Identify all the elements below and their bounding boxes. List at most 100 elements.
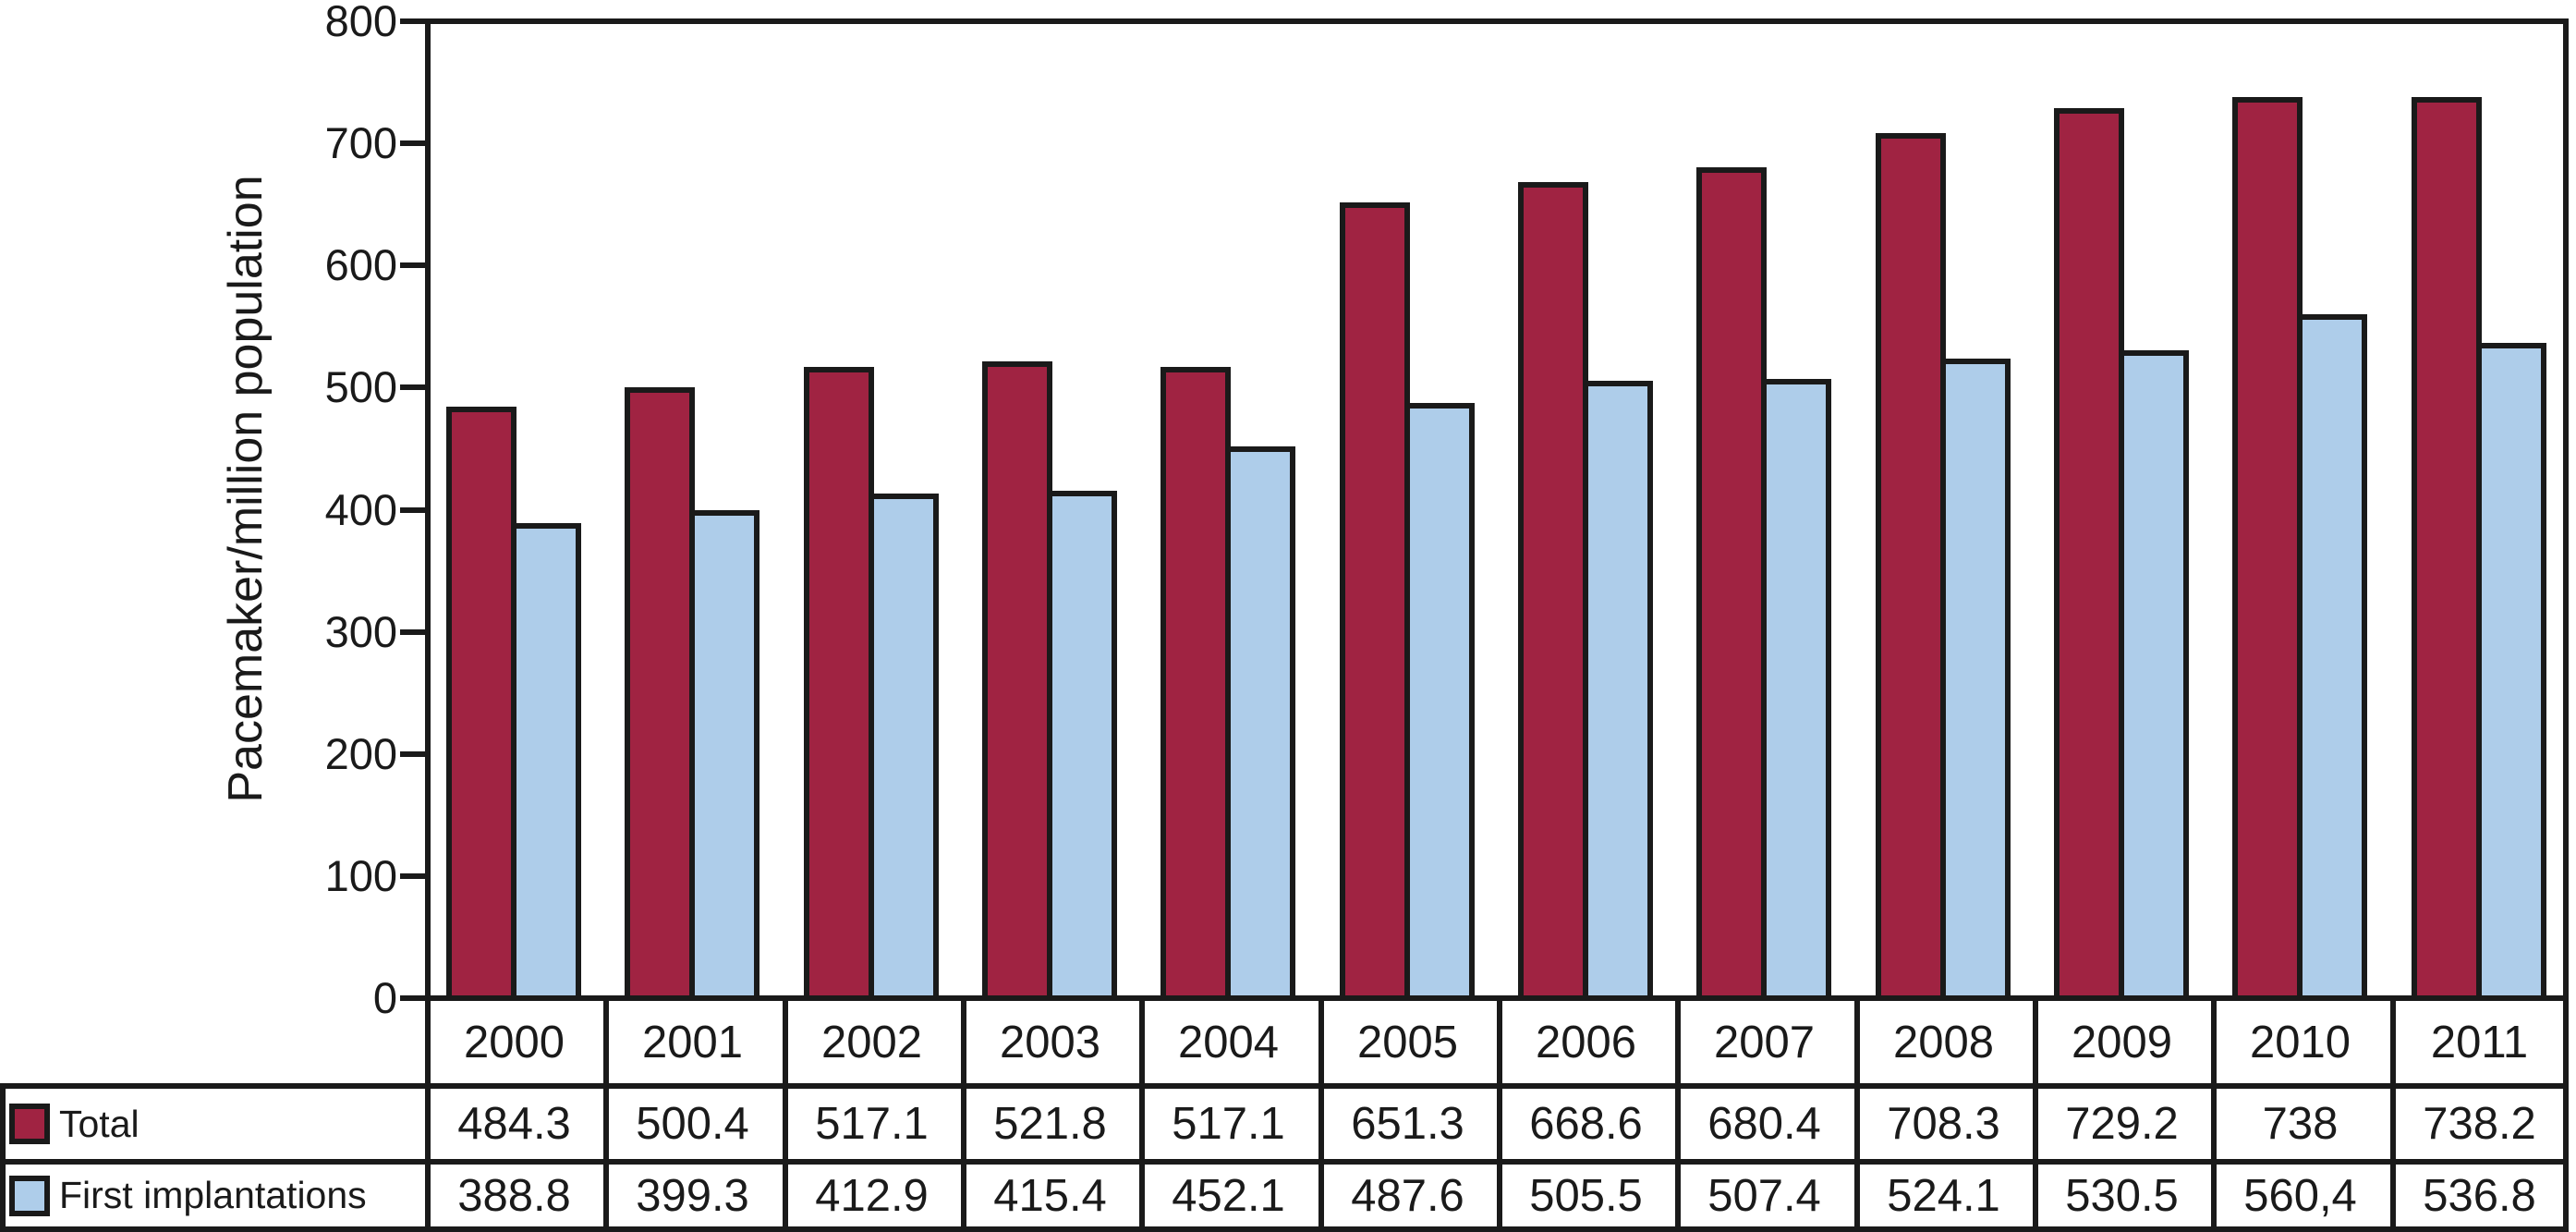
- legend-swatch-total: [9, 1104, 50, 1144]
- bar-total-2011: [2412, 97, 2482, 995]
- y-tick-label: 800: [324, 0, 397, 45]
- value-cell-total-2003: 521.8: [993, 1099, 1107, 1149]
- value-cell-first-2001: 399.3: [636, 1170, 749, 1221]
- value-cell-total-2005: 651.3: [1351, 1099, 1464, 1149]
- year-cell-2004: 2004: [1177, 1017, 1279, 1067]
- value-cell-total-2002: 517.1: [815, 1099, 929, 1149]
- table-vertical-line: [1675, 995, 1681, 1232]
- year-cell-2011: 2011: [2430, 1017, 2529, 1067]
- value-cell-total-2000: 484.3: [457, 1099, 571, 1149]
- y-tick-mark: [400, 384, 425, 390]
- y-tick-mark: [400, 873, 425, 879]
- table-horizontal-line: [0, 1083, 2569, 1089]
- bar-total-2007: [1696, 167, 1767, 995]
- y-tick-mark: [400, 507, 425, 513]
- value-cell-first-2002: 412.9: [815, 1170, 929, 1221]
- bar-first-2002: [869, 494, 939, 995]
- table-horizontal-line: [0, 1226, 2569, 1232]
- y-tick-label: 300: [324, 607, 397, 656]
- bar-total-2005: [1340, 202, 1410, 995]
- y-tick-mark: [400, 995, 425, 1001]
- table-vertical-line: [783, 995, 788, 1232]
- year-cell-2009: 2009: [2071, 1017, 2172, 1067]
- bar-total-2009: [2054, 108, 2124, 995]
- bar-total-2003: [982, 361, 1052, 995]
- bar-total-2010: [2232, 97, 2303, 995]
- value-cell-total-2004: 517.1: [1172, 1099, 1285, 1149]
- value-cell-first-2004: 452.1: [1172, 1170, 1285, 1221]
- value-cell-first-2007: 507.4: [1707, 1170, 1821, 1221]
- year-cell-2007: 2007: [1713, 1017, 1815, 1067]
- y-tick-label: 200: [324, 729, 397, 778]
- y-tick-label: 500: [324, 362, 397, 411]
- table-horizontal-line: [0, 1159, 2569, 1165]
- year-cell-2002: 2002: [820, 1017, 922, 1067]
- year-cell-2010: 2010: [2249, 1017, 2351, 1067]
- bar-first-2001: [689, 510, 759, 995]
- bar-total-2001: [625, 387, 695, 995]
- value-cell-total-2009: 729.2: [2065, 1099, 2179, 1149]
- bar-first-2000: [511, 523, 581, 995]
- y-tick-label: 0: [372, 973, 397, 1022]
- bar-first-2009: [2119, 350, 2189, 995]
- y-tick-label: 100: [324, 851, 397, 900]
- bar-first-2010: [2297, 314, 2367, 995]
- y-tick-mark: [400, 629, 425, 635]
- year-cell-2006: 2006: [1535, 1017, 1636, 1067]
- table-vertical-line: [2390, 995, 2396, 1232]
- table-vertical-line: [961, 995, 966, 1232]
- year-cell-2008: 2008: [1892, 1017, 1994, 1067]
- value-cell-total-2001: 500.4: [636, 1099, 749, 1149]
- value-cell-total-2006: 668.6: [1529, 1099, 1643, 1149]
- y-tick-label: 600: [324, 240, 397, 289]
- bar-first-2005: [1404, 403, 1475, 995]
- table-left-border: [0, 1083, 6, 1232]
- table-vertical-line: [425, 995, 431, 1232]
- value-cell-total-2008: 708.3: [1887, 1099, 2000, 1149]
- y-tick-label: 700: [324, 118, 397, 167]
- year-cell-2001: 2001: [641, 1017, 743, 1067]
- bar-total-2000: [446, 407, 516, 995]
- value-cell-first-2003: 415.4: [993, 1170, 1107, 1221]
- bar-first-2007: [1761, 379, 1831, 995]
- legend-label-total: Total: [59, 1102, 140, 1145]
- year-cell-2000: 2000: [463, 1017, 565, 1067]
- value-cell-first-2000: 388.8: [457, 1170, 571, 1221]
- value-cell-first-2006: 505.5: [1529, 1170, 1643, 1221]
- bar-first-2004: [1225, 446, 1295, 995]
- bar-first-2008: [1940, 359, 2011, 995]
- value-cell-first-2009: 530.5: [2065, 1170, 2179, 1221]
- y-tick-mark: [400, 262, 425, 268]
- table-vertical-line: [603, 995, 609, 1232]
- table-vertical-line: [1497, 995, 1502, 1232]
- value-cell-first-2005: 487.6: [1351, 1170, 1464, 1221]
- bar-first-2011: [2476, 343, 2546, 995]
- value-cell-first-2010: 560,4: [2243, 1170, 2357, 1221]
- y-tick-mark: [400, 751, 425, 757]
- year-cell-2003: 2003: [999, 1017, 1100, 1067]
- table-vertical-line: [1854, 995, 1860, 1232]
- y-tick-mark: [400, 140, 425, 146]
- value-cell-total-2010: 738: [2262, 1099, 2339, 1149]
- y-tick-mark: [400, 18, 425, 24]
- value-cell-total-2011: 738.2: [2423, 1099, 2536, 1149]
- table-vertical-line: [2211, 995, 2217, 1232]
- legend-label-first-implantations: First implantations: [59, 1174, 367, 1216]
- table-vertical-line: [2563, 995, 2569, 1232]
- table-vertical-line: [1139, 995, 1145, 1232]
- bar-first-2003: [1047, 491, 1117, 995]
- bar-total-2004: [1160, 367, 1231, 995]
- bar-total-2008: [1876, 133, 1946, 995]
- table-vertical-line: [2033, 995, 2038, 1232]
- value-cell-first-2011: 536.8: [2423, 1170, 2536, 1221]
- bar-first-2006: [1583, 381, 1653, 995]
- bar-total-2006: [1518, 182, 1588, 995]
- value-cell-total-2007: 680.4: [1707, 1099, 1821, 1149]
- value-cell-first-2008: 524.1: [1887, 1170, 2000, 1221]
- legend-swatch-first-implantations: [9, 1176, 50, 1216]
- table-vertical-line: [1318, 995, 1324, 1232]
- bar-total-2002: [804, 367, 874, 995]
- year-cell-2005: 2005: [1356, 1017, 1458, 1067]
- y-tick-label: 400: [324, 485, 397, 534]
